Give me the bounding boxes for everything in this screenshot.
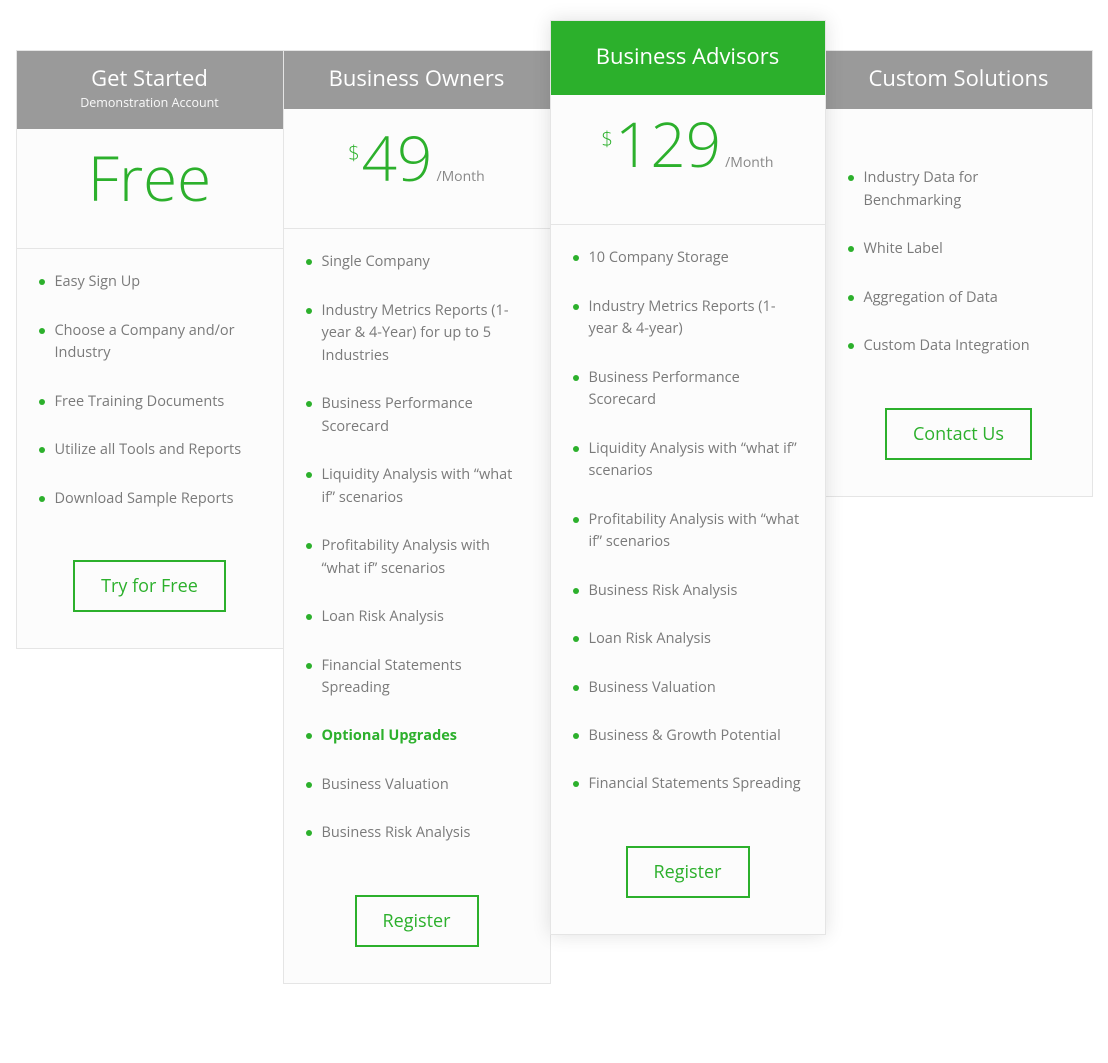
feature-list: Industry Data for Benchmarking White Lab… <box>826 145 1092 393</box>
plan-free: Get Started Demonstration Account Free E… <box>16 50 284 649</box>
plan-business-owners: Business Owners $ 49 /Month Single Compa… <box>283 50 551 984</box>
feature-item: Single Company <box>306 251 528 273</box>
plan-title: Business Owners <box>294 65 540 91</box>
pricing-grid: Get Started Demonstration Account Free E… <box>10 20 1098 984</box>
feature-item: Profitability Analysis with “what if” sc… <box>306 535 528 580</box>
plan-title: Business Advisors <box>561 43 815 69</box>
feature-item: Industry Metrics Reports (1-year & 4-Yea… <box>306 300 528 367</box>
price-box: Free <box>17 129 283 249</box>
cta-wrap: Try for Free <box>17 546 283 648</box>
plan-subtitle: Demonstration Account <box>27 94 273 111</box>
plan-business-advisors: Business Advisors $ 129 /Month 10 Compan… <box>550 20 826 935</box>
cta-wrap: Register <box>551 832 825 934</box>
feature-item: Loan Risk Analysis <box>573 628 803 650</box>
feature-item: Easy Sign Up <box>39 271 261 293</box>
price-period: /Month <box>725 153 773 172</box>
price-free-label: Free <box>88 147 211 209</box>
cta-wrap: Contact Us <box>826 394 1092 496</box>
plan-header: Custom Solutions <box>826 51 1092 109</box>
plan-header-featured: Business Advisors <box>551 21 825 95</box>
feature-item: Financial Statements Spreading <box>573 773 803 795</box>
feature-list: Easy Sign Up Choose a Company ﻿and/or In… <box>17 249 283 546</box>
feature-item: Industry Metrics Reports (1-year & 4-yea… <box>573 296 803 341</box>
plan-custom-solutions: Custom Solutions Industry Data for Bench… <box>825 50 1093 497</box>
feature-list: 10 Company Storage Industry Metrics Repo… <box>551 225 825 832</box>
feature-item: Custom Data Integration <box>848 335 1070 357</box>
plan-title: Get Started <box>27 65 273 91</box>
feature-item: Aggregation of Data <box>848 287 1070 309</box>
feature-item: Business Valuation <box>306 774 528 796</box>
price-amount: 129 <box>615 113 721 175</box>
price-currency: $ <box>348 139 359 166</box>
price-period: /Month <box>436 167 484 186</box>
feature-item: Business & Growth Potential <box>573 725 803 747</box>
feature-item: White Label <box>848 238 1070 260</box>
feature-item: Industry Data for Benchmarking <box>848 167 1070 212</box>
feature-item: Business Risk Analysis <box>573 580 803 602</box>
feature-item: Liquidity Analysis with “what if” scenar… <box>306 464 528 509</box>
feature-item: Free Training Documents <box>39 391 261 413</box>
price-currency: $ <box>602 125 613 152</box>
feature-item: Liquidity Analysis with “what if” scenar… <box>573 438 803 483</box>
feature-item: Download Sample Reports <box>39 488 261 510</box>
price-box: $ 129 /Month <box>551 95 825 225</box>
price-amount: 49 <box>362 127 433 189</box>
feature-item: Business Risk Analysis <box>306 822 528 844</box>
feature-item: Profitability Analysis with “what if” sc… <box>573 509 803 554</box>
feature-item: Financial Statements Spreading <box>306 655 528 700</box>
feature-item: Loan Risk Analysis <box>306 606 528 628</box>
price-box: $ 49 /Month <box>284 109 550 229</box>
price-box-empty <box>826 109 1092 145</box>
contact-us-button[interactable]: Contact Us <box>885 408 1032 460</box>
feature-item: Business Performance Scorecard <box>573 367 803 412</box>
try-free-button[interactable]: Try for Free <box>73 560 226 612</box>
plan-title: Custom Solutions <box>836 65 1082 91</box>
feature-item: Utilize all Tools and Reports <box>39 439 261 461</box>
feature-list: Single Company Industry Metrics Reports … <box>284 229 550 881</box>
register-button[interactable]: Register <box>355 895 479 947</box>
cta-wrap: Register <box>284 881 550 983</box>
plan-header: Business Owners <box>284 51 550 109</box>
feature-item: Business Performance Scorecard <box>306 393 528 438</box>
feature-item: 10 Company Storage <box>573 247 803 269</box>
feature-item: Choose a Company ﻿and/or Industry <box>39 320 261 365</box>
upgrade-heading: Optional Upgrades <box>306 725 528 747</box>
feature-item: Business Valuation <box>573 677 803 699</box>
register-button[interactable]: Register <box>626 846 750 898</box>
plan-header: Get Started Demonstration Account <box>17 51 283 129</box>
